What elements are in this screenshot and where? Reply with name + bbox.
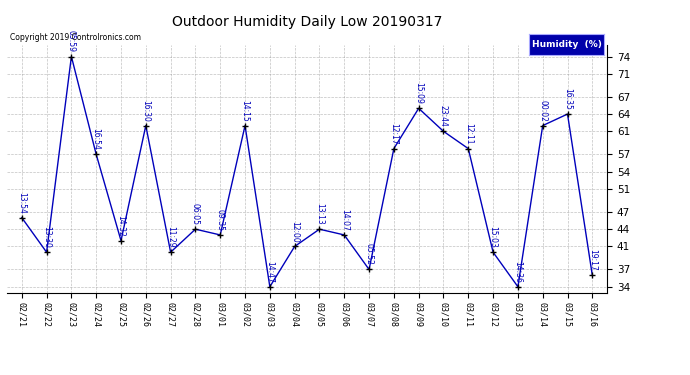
Text: 14:15: 14:15 (241, 100, 250, 122)
Text: 12:11: 12:11 (464, 123, 473, 144)
Text: 14:32: 14:32 (117, 215, 126, 237)
Text: 15:03: 15:03 (489, 226, 497, 248)
Text: 16:35: 16:35 (563, 88, 572, 110)
Text: Copyright 2019 Controlronics.com: Copyright 2019 Controlronics.com (10, 33, 141, 42)
Text: 14:47: 14:47 (266, 261, 275, 283)
Text: 13:30: 13:30 (42, 226, 51, 248)
Text: 05:59: 05:59 (67, 30, 76, 52)
Text: 09:35: 09:35 (216, 209, 225, 231)
Text: 00:02: 00:02 (538, 99, 547, 122)
Title: Outdoor Humidity Daily Low 20190317: Outdoor Humidity Daily Low 20190317 (172, 15, 442, 28)
Text: 12:17: 12:17 (389, 123, 398, 144)
Text: 15:09: 15:09 (414, 82, 423, 104)
Text: 06:05: 06:05 (191, 203, 200, 225)
Text: 14:36: 14:36 (513, 261, 522, 283)
Text: 16:30: 16:30 (141, 99, 150, 122)
Text: 05:52: 05:52 (364, 243, 373, 265)
Text: 14:07: 14:07 (339, 209, 348, 231)
Text: 23:44: 23:44 (439, 105, 448, 127)
Text: 16:54: 16:54 (92, 128, 101, 150)
Text: 11:29: 11:29 (166, 226, 175, 248)
Text: 13:13: 13:13 (315, 203, 324, 225)
Text: 13:54: 13:54 (17, 192, 26, 213)
Text: 19:17: 19:17 (588, 249, 597, 271)
Text: 12:00: 12:00 (290, 220, 299, 242)
